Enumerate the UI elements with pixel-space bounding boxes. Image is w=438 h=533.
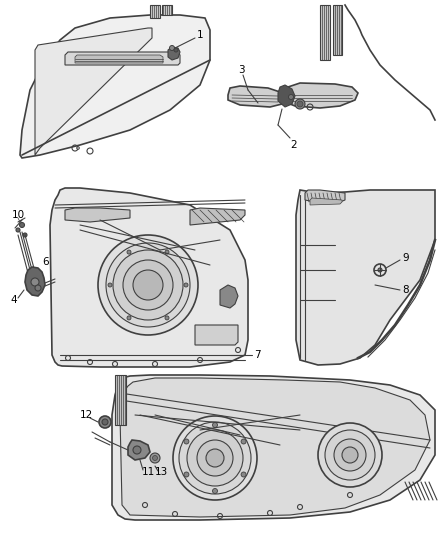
Circle shape: [241, 439, 246, 444]
Circle shape: [378, 268, 382, 272]
Text: 7: 7: [254, 350, 261, 360]
Circle shape: [241, 472, 246, 477]
Circle shape: [152, 456, 158, 461]
Circle shape: [173, 416, 257, 500]
Polygon shape: [25, 267, 45, 296]
Polygon shape: [280, 83, 358, 108]
Polygon shape: [162, 5, 172, 15]
Text: 13: 13: [155, 467, 168, 477]
Polygon shape: [320, 5, 330, 60]
Circle shape: [165, 316, 169, 320]
Polygon shape: [35, 28, 152, 155]
Circle shape: [113, 250, 183, 320]
Circle shape: [123, 260, 173, 310]
Circle shape: [102, 419, 108, 425]
Circle shape: [98, 235, 198, 335]
Circle shape: [127, 250, 131, 254]
Circle shape: [295, 99, 305, 109]
Circle shape: [179, 422, 251, 494]
Circle shape: [206, 449, 224, 467]
Text: 11: 11: [142, 467, 155, 477]
Polygon shape: [150, 5, 160, 18]
Polygon shape: [296, 190, 435, 365]
Polygon shape: [112, 375, 435, 520]
Polygon shape: [333, 5, 342, 55]
Circle shape: [212, 489, 218, 494]
Circle shape: [297, 101, 303, 107]
Circle shape: [289, 94, 293, 100]
Polygon shape: [65, 208, 130, 222]
Circle shape: [318, 423, 382, 487]
Text: 10: 10: [12, 210, 25, 220]
Circle shape: [31, 278, 39, 286]
Circle shape: [197, 440, 233, 476]
Polygon shape: [228, 86, 285, 107]
Circle shape: [133, 446, 141, 454]
Circle shape: [106, 243, 190, 327]
Polygon shape: [120, 378, 430, 517]
Polygon shape: [75, 55, 163, 63]
Text: 4: 4: [10, 295, 17, 305]
Polygon shape: [65, 52, 180, 65]
Circle shape: [16, 228, 20, 232]
Circle shape: [150, 453, 160, 463]
Text: 9: 9: [402, 253, 409, 263]
Circle shape: [35, 285, 41, 291]
Polygon shape: [278, 85, 295, 107]
Polygon shape: [128, 440, 150, 460]
Polygon shape: [220, 285, 238, 308]
Circle shape: [184, 472, 189, 477]
Circle shape: [212, 423, 218, 427]
Circle shape: [165, 250, 169, 254]
Text: 3: 3: [238, 65, 245, 75]
Circle shape: [170, 45, 174, 51]
Circle shape: [187, 430, 243, 486]
Polygon shape: [20, 15, 210, 158]
Circle shape: [23, 233, 27, 237]
Circle shape: [325, 430, 375, 480]
Circle shape: [108, 283, 112, 287]
Circle shape: [184, 439, 189, 444]
Circle shape: [133, 270, 163, 300]
Circle shape: [342, 447, 358, 463]
Circle shape: [20, 222, 25, 228]
Polygon shape: [50, 188, 248, 367]
Text: 6: 6: [42, 257, 49, 267]
Circle shape: [334, 439, 366, 471]
Text: 8: 8: [402, 285, 409, 295]
Polygon shape: [115, 375, 126, 425]
Polygon shape: [195, 325, 238, 345]
Polygon shape: [190, 208, 245, 225]
Text: 2: 2: [290, 140, 297, 150]
Circle shape: [184, 283, 188, 287]
Polygon shape: [305, 190, 345, 203]
Circle shape: [127, 316, 131, 320]
Circle shape: [174, 48, 178, 52]
Polygon shape: [310, 198, 342, 205]
Text: 12: 12: [80, 410, 93, 420]
Text: 1: 1: [197, 30, 204, 40]
Polygon shape: [168, 47, 180, 60]
Circle shape: [99, 416, 111, 428]
